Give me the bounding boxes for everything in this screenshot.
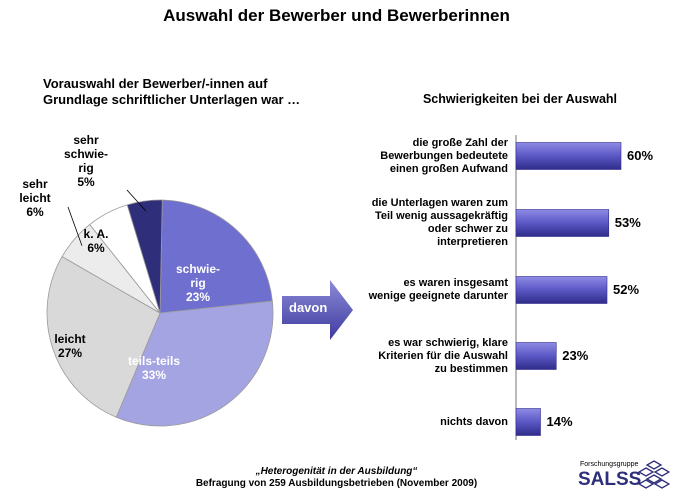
bar [515, 209, 610, 237]
pie-slice-name: sehr leicht [19, 177, 51, 205]
bar-subtitle: Schwierigkeiten bei der Auswahl [422, 92, 618, 106]
pie-chart [46, 199, 274, 427]
arrow-label: davon [289, 300, 328, 315]
pie-slice [159, 199, 273, 314]
pie-slice [126, 199, 163, 314]
logo-cube-icon [638, 460, 670, 489]
pie-slice [115, 300, 274, 427]
pie-slice-value: 27% [57, 346, 83, 360]
bar-value-label: 23% [562, 348, 589, 363]
logo-wordmark: SALSS [578, 469, 642, 490]
bar [515, 276, 608, 304]
bar [515, 342, 557, 370]
pie-slice-value: 5% [77, 175, 95, 189]
pie-slice-label: k. A. 6% [76, 227, 116, 255]
bar [515, 142, 622, 170]
bar [515, 408, 541, 436]
bar-category-label: nichts davon [440, 415, 508, 428]
pie-slice-value: 6% [87, 241, 105, 255]
pie-slice-value: 23% [185, 290, 211, 304]
pie-slice-name: teils-teils [127, 354, 181, 368]
pie-slice-label: schwie- rig 23% [168, 262, 228, 304]
bar-value-label: 53% [614, 215, 641, 230]
bar-chart [515, 142, 622, 436]
pie-subtitle: Vorauswahl der Bewerber/-innen auf Grund… [43, 76, 301, 107]
pie-slice-value: 33% [141, 368, 167, 382]
bar-category-label: die Unterlagen waren zum Teil wenig auss… [371, 197, 508, 248]
pie-slice-name: leicht [54, 332, 86, 346]
bar-value-label: 60% [627, 148, 654, 163]
davon-arrow-icon [282, 280, 353, 340]
pie-slice-name: sehr schwie- rig [63, 133, 108, 175]
pie-slice-name: schwie- rig [175, 262, 220, 290]
pie-slice-label: leicht 27% [40, 332, 100, 360]
bar-value-label: 52% [613, 282, 640, 297]
pie-slice-name: k. A. [83, 227, 109, 241]
pie-slice-label: sehr leicht 6% [10, 177, 60, 219]
pie-slice-label: sehr schwie- rig 5% [56, 133, 116, 189]
footer-line-2: Befragung von 259 Ausbildungsbetrieben (… [195, 478, 478, 489]
footer-line-1: „Heterogenität in der Ausbildung“ [255, 466, 418, 477]
bar-category-label: es war schwierig, klare Kriterien für di… [378, 336, 508, 375]
page-title: Auswahl der Bewerber und Bewerberinnen [163, 6, 510, 25]
bar-value-label: 14% [546, 414, 573, 429]
logo-caption: Forschungsgruppe [580, 461, 639, 468]
bar-category-label: es waren insgesamt wenige geeignete daru… [368, 277, 508, 302]
pie-leader-line [67, 206, 83, 246]
pie-leader-lines [67, 189, 147, 246]
bar-category-label: die große Zahl der Bewerbungen bedeutete… [380, 136, 508, 175]
pie-leader-line [126, 189, 147, 212]
pie-slice-label: teils-teils 33% [109, 354, 199, 382]
pie-slice-value: 6% [26, 205, 44, 219]
footer: „Heterogenität in der Ausbildung“ Befrag… [0, 466, 673, 490]
